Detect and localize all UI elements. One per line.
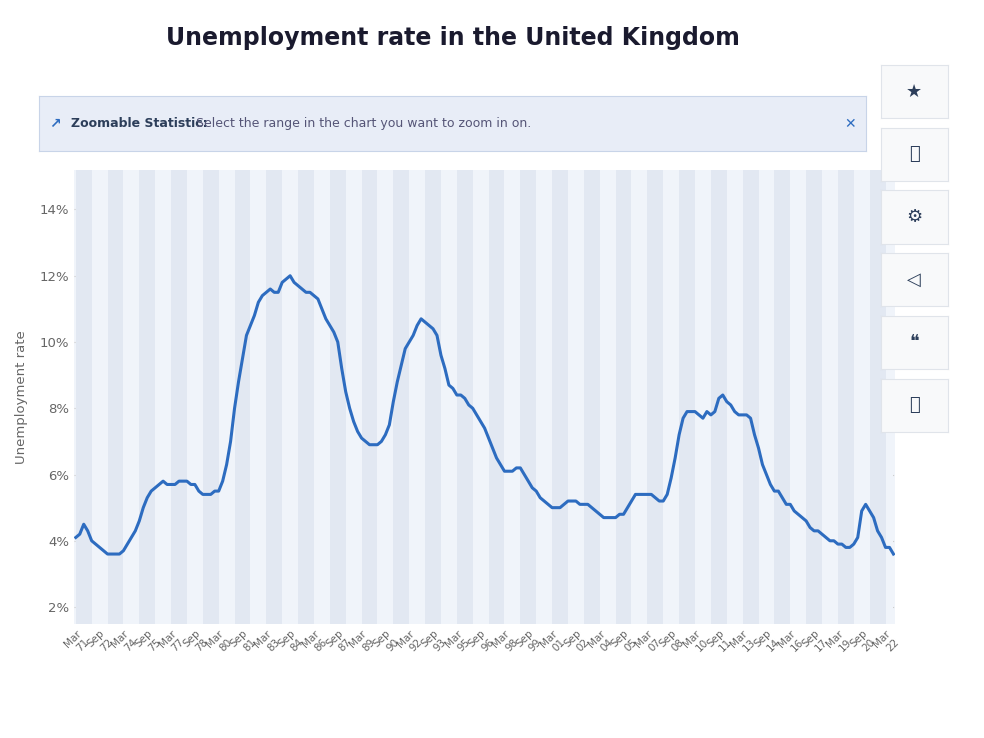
Bar [663, 170, 679, 624]
Bar [647, 170, 663, 624]
Bar [599, 170, 616, 624]
Bar [409, 170, 425, 624]
Bar [774, 170, 790, 624]
Bar [457, 170, 472, 624]
Bar [361, 170, 378, 624]
Bar [568, 170, 584, 624]
Bar [155, 170, 171, 624]
Bar [838, 170, 854, 624]
Bar [378, 170, 394, 624]
Text: ❝: ❝ [909, 334, 919, 351]
Bar [218, 170, 234, 624]
Bar [759, 170, 774, 624]
Text: ★: ★ [906, 83, 922, 100]
Bar [92, 170, 107, 624]
Bar [314, 170, 330, 624]
Bar [187, 170, 203, 624]
Bar [806, 170, 822, 624]
Bar [616, 170, 632, 624]
Text: ✕: ✕ [844, 117, 856, 131]
Text: Zoomable Statistic:: Zoomable Statistic: [71, 117, 208, 130]
Bar [394, 170, 409, 624]
Bar [298, 170, 314, 624]
Bar [251, 170, 267, 624]
Bar [472, 170, 489, 624]
Bar [727, 170, 743, 624]
Text: 🔔: 🔔 [909, 145, 919, 163]
Y-axis label: Unemployment rate: Unemployment rate [15, 330, 29, 463]
Bar [282, 170, 298, 624]
Bar [521, 170, 536, 624]
Bar [267, 170, 282, 624]
Bar [505, 170, 521, 624]
Bar [854, 170, 870, 624]
Bar [203, 170, 218, 624]
Bar [790, 170, 806, 624]
Bar [870, 170, 886, 624]
Bar [822, 170, 838, 624]
Bar [330, 170, 345, 624]
Bar [76, 170, 92, 624]
Bar [886, 170, 893, 624]
Bar [552, 170, 568, 624]
Bar [695, 170, 710, 624]
Text: ◁: ◁ [907, 271, 921, 289]
Text: ↗: ↗ [49, 117, 61, 131]
Bar [425, 170, 441, 624]
Bar [536, 170, 552, 624]
Bar [489, 170, 505, 624]
Bar [710, 170, 727, 624]
Text: Unemployment rate in the United Kingdom: Unemployment rate in the United Kingdom [165, 26, 740, 50]
Text: Select the range in the chart you want to zoom in on.: Select the range in the chart you want t… [192, 117, 531, 130]
Bar [632, 170, 647, 624]
Bar [140, 170, 155, 624]
Bar [679, 170, 695, 624]
Bar [123, 170, 140, 624]
Bar [107, 170, 123, 624]
Bar [345, 170, 361, 624]
Text: 🖨: 🖨 [909, 396, 919, 414]
Bar [584, 170, 599, 624]
Bar [171, 170, 187, 624]
Text: ⚙: ⚙ [906, 208, 922, 226]
Bar [743, 170, 759, 624]
Bar [441, 170, 457, 624]
Bar [234, 170, 251, 624]
